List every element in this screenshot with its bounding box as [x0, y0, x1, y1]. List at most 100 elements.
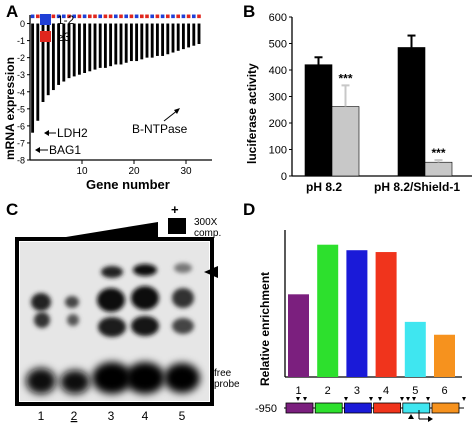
a-ytick-label: -3	[17, 70, 25, 80]
b-significance-label: ***	[338, 71, 352, 85]
a-bar	[31, 23, 35, 133]
lane-label-4: 4	[142, 409, 149, 423]
a-copy-dot	[181, 14, 186, 19]
d-category-label: 4	[383, 385, 389, 397]
concentration-wedge	[66, 222, 158, 237]
panel-a-chart: -8 -7 -6 -5 -4 -3 -2 -1 0 10 20 30 1-2 ≥3 mRNA exp…	[3, 13, 212, 192]
a-bar	[88, 23, 92, 72]
panel-b-ylabel: luciferase activity	[245, 63, 259, 164]
a-bar	[145, 23, 149, 58]
a-bar	[103, 23, 107, 68]
a-copy-dot	[93, 14, 97, 19]
legend-label-ge3: ≥3	[57, 30, 71, 44]
a-copy-dot	[82, 14, 87, 19]
b-bar	[424, 161, 453, 177]
a-copy-dot	[186, 14, 191, 19]
a-bar	[72, 23, 76, 77]
a-copy-dot	[56, 14, 61, 19]
binding-site-markers	[296, 397, 466, 419]
a-copy-dot	[134, 14, 139, 19]
a-bar	[119, 23, 123, 65]
legend-swatch-1-2	[40, 14, 51, 25]
d-category-label: 1	[295, 385, 301, 397]
position-label: -950	[255, 403, 277, 415]
a-bar	[51, 23, 55, 91]
a-bar	[124, 23, 128, 63]
b-bar	[397, 47, 426, 177]
legend-swatch-ge3	[40, 31, 51, 42]
annotation-bag1: BAG1	[35, 143, 81, 157]
panel-b-category-1: pH 8.2/Shield-1	[374, 180, 460, 194]
d-promoter-segment	[285, 402, 314, 414]
a-bar	[114, 23, 118, 65]
a-xtick-label: 10	[76, 166, 88, 177]
a-copy-dot	[197, 14, 201, 19]
panel-b-chart: 0 100 200 300 400 500 600 *** *** luciferase ac…	[245, 12, 472, 194]
panel-letter-b: B	[243, 2, 256, 21]
a-copy-dot	[98, 14, 102, 19]
d-promoter-segment	[431, 402, 460, 414]
a-bar	[161, 23, 165, 56]
a-copy-dot	[155, 14, 160, 19]
competitor-plus: +	[171, 202, 179, 217]
a-bar	[109, 23, 113, 67]
d-promoter-segment	[402, 402, 431, 414]
panel-d-ylabel: Relative enrichment	[258, 272, 272, 386]
transcription-start-arrow	[418, 410, 433, 422]
probe-label: probe	[214, 379, 240, 390]
svg-text:BAG1: BAG1	[49, 143, 81, 157]
d-category-label: 5	[412, 385, 418, 397]
a-copy-dot	[150, 14, 154, 19]
a-copy-dot	[119, 14, 123, 19]
panel-c-gel: + 300X comp. free probe 1 2 3 4 5	[15, 202, 240, 423]
a-bar	[41, 23, 45, 102]
b-ytick-label: 400	[269, 65, 287, 77]
a-ytick-label: -7	[17, 138, 25, 148]
a-copy-dot	[62, 14, 66, 19]
a-copy-dot	[176, 14, 180, 19]
a-bar	[197, 23, 201, 44]
shifted-band-arrowhead	[204, 266, 218, 278]
a-bar	[171, 23, 175, 53]
svg-text:LDH2: LDH2	[57, 126, 88, 140]
a-ytick-label: 0	[20, 19, 25, 29]
a-copy-dot	[67, 14, 71, 19]
a-bar	[192, 23, 196, 46]
gel-bands	[26, 263, 200, 394]
a-copy-dot	[160, 14, 165, 19]
a-bar	[93, 23, 97, 70]
lane-label-1: 1	[38, 409, 45, 423]
panel-a-ylabel: mRNA expression	[3, 57, 17, 160]
a-copy-dot	[166, 14, 170, 19]
a-bar	[36, 23, 40, 121]
a-copy-dot	[140, 14, 144, 19]
a-bar	[140, 23, 144, 60]
legend-label-1-2: 1-2	[57, 13, 75, 27]
a-copy-dot	[124, 14, 128, 19]
b-significance-label: ***	[431, 146, 445, 160]
a-bar	[150, 23, 154, 58]
d-bar	[288, 294, 309, 377]
b-ytick-label: 500	[269, 39, 287, 51]
a-bar	[187, 23, 191, 48]
panel-letter-c: C	[6, 200, 19, 219]
b-ytick-label: 300	[269, 92, 287, 104]
a-bar	[46, 23, 50, 96]
panel-a-xlabel: Gene number	[86, 177, 170, 192]
a-copy-dot	[192, 14, 196, 19]
a-bar	[62, 23, 66, 82]
panel-letter-a: A	[6, 2, 19, 21]
annotation-b-ntpase: B-NTPase	[132, 108, 188, 136]
a-bar	[166, 23, 170, 55]
b-bar	[331, 106, 360, 177]
panel-letter-d: D	[243, 200, 256, 219]
d-category-label: 3	[354, 385, 360, 397]
a-copy-dot	[103, 14, 108, 19]
d-bar	[375, 252, 397, 377]
free-label: free	[214, 368, 232, 379]
panel-d-chart: Relative enrichment 1 2 3 4 5 6 -950	[255, 230, 466, 422]
a-bar	[181, 23, 185, 50]
d-bar	[434, 334, 455, 377]
annotation-ldh2: LDH2	[44, 126, 88, 140]
